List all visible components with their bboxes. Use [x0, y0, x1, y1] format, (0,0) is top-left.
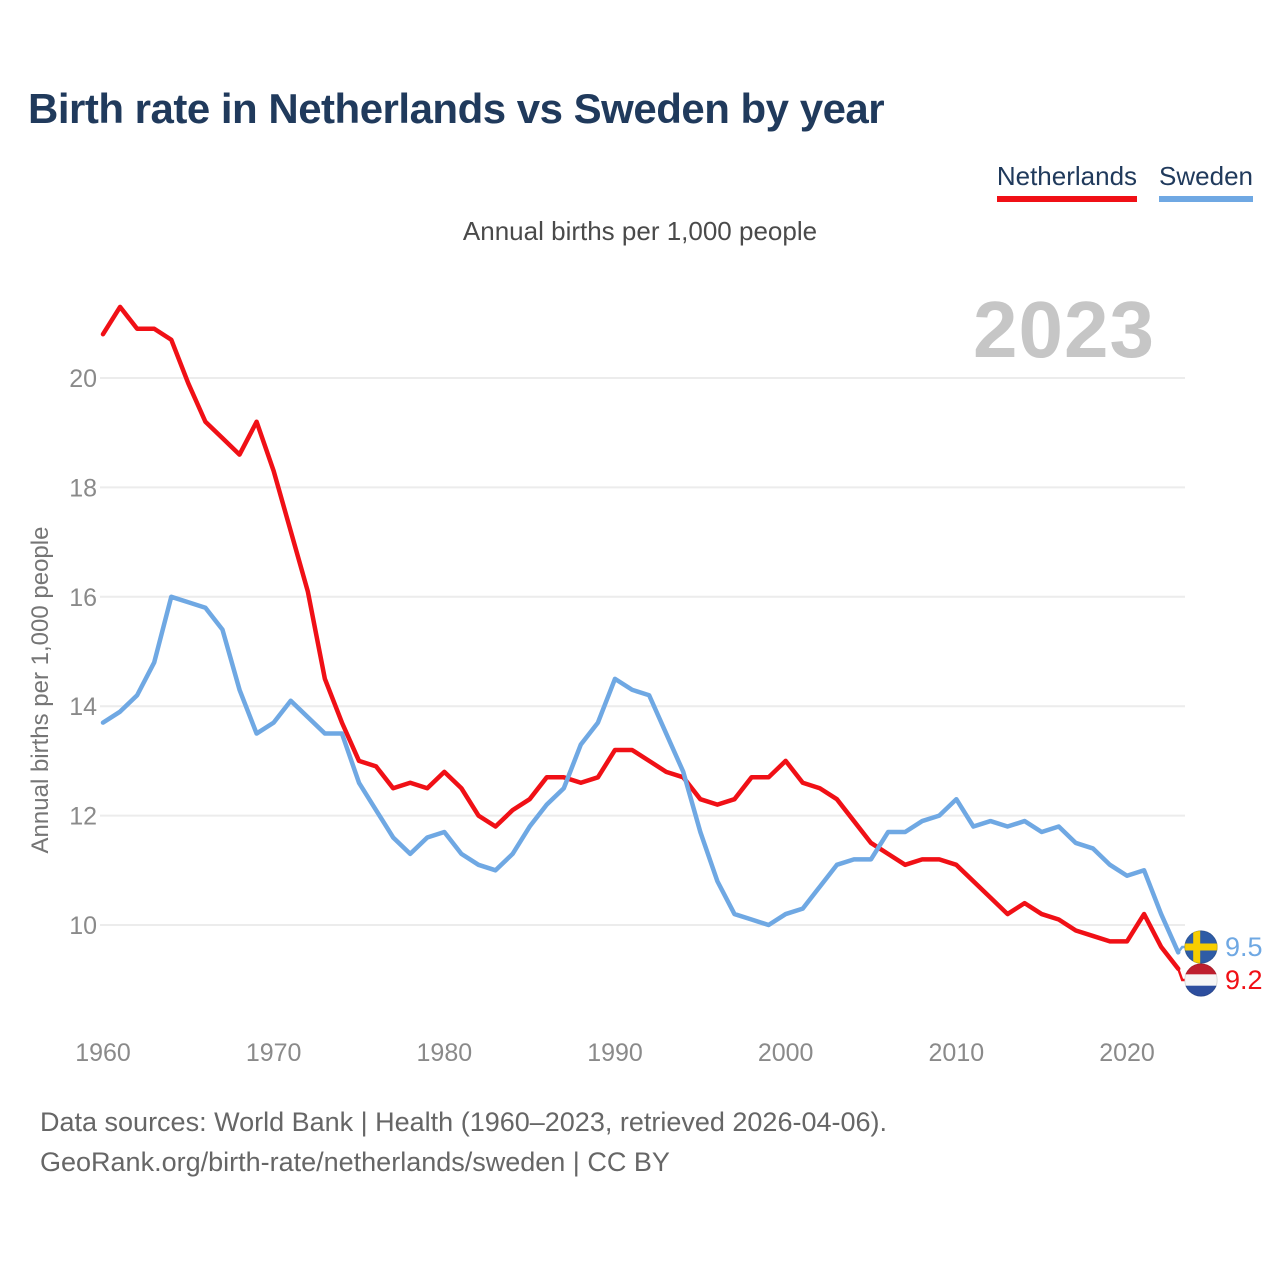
legend-label-netherlands: Netherlands	[996, 161, 1138, 191]
legend-item-sweden[interactable]: Sweden	[1159, 161, 1253, 202]
y-tick-label: 14	[69, 693, 97, 721]
sweden-end-label: 9.5	[1184, 930, 1263, 964]
year-watermark: 2023	[973, 285, 1155, 374]
footer-sources: Data sources: World Bank | Health (1960–…	[40, 1107, 887, 1137]
legend-label-sweden: Sweden	[1159, 161, 1253, 191]
y-axis-title: Annual births per 1,000 people	[27, 527, 54, 854]
sweden-flag-icon	[1184, 930, 1218, 964]
netherlands-end-value: 9.2	[1225, 964, 1263, 995]
x-tick-label: 2010	[929, 1039, 985, 1067]
netherlands-flag-icon	[1184, 963, 1218, 997]
y-tick-label: 18	[69, 474, 97, 502]
sweden-end-value: 9.5	[1225, 931, 1263, 962]
x-tick-label: 1970	[246, 1039, 302, 1067]
netherlands-line	[100, 304, 1181, 972]
legend-item-netherlands[interactable]: Netherlands	[996, 161, 1138, 202]
x-tick-label: 2000	[758, 1039, 814, 1067]
footer-attribution: GeoRank.org/birth-rate/netherlands/swede…	[40, 1147, 670, 1177]
x-tick-label: 2020	[1099, 1039, 1155, 1067]
sweden-line	[100, 594, 1181, 955]
legend-swatch-netherlands	[996, 195, 1138, 202]
x-tick-label: 1990	[587, 1039, 643, 1067]
x-tick-label: 1980	[417, 1039, 473, 1067]
page-title: Birth rate in Netherlands vs Sweden by y…	[28, 85, 885, 132]
netherlands-end-label: 9.2	[1184, 963, 1263, 997]
y-tick-label: 16	[69, 584, 97, 612]
legend-swatch-sweden	[1159, 195, 1253, 202]
x-tick-label: 1960	[75, 1039, 131, 1067]
chart-subtitle: Annual births per 1,000 people	[462, 216, 818, 246]
footer: Data sources: World Bank | Health (1960–…	[40, 1102, 887, 1182]
y-tick-label: 20	[69, 365, 97, 393]
legend: Netherlands Sweden	[996, 161, 1253, 202]
y-tick-label: 12	[69, 803, 97, 831]
y-tick-label: 10	[69, 912, 97, 940]
